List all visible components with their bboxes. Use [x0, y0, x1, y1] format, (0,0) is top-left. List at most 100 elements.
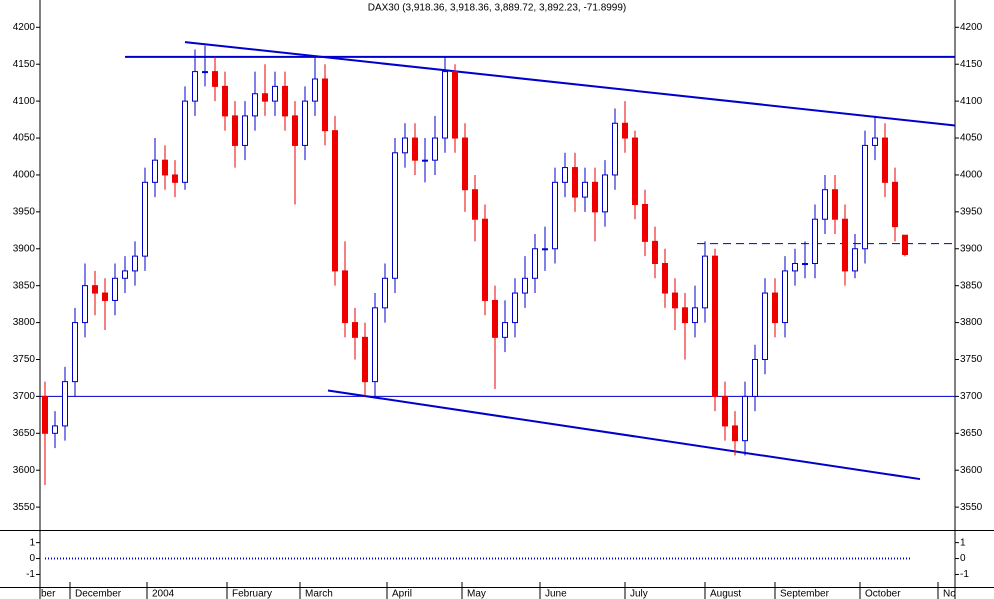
candle-body: [812, 218, 818, 265]
candle-body: [202, 71, 208, 74]
candle-body: [182, 100, 188, 183]
y-tick-label-right: 3700: [960, 391, 983, 402]
y-tick-label: 3750: [13, 354, 36, 365]
candle-body: [822, 189, 828, 220]
candle-body: [102, 292, 108, 301]
y-tick-label: 4050: [13, 133, 36, 144]
candle-body: [452, 71, 458, 139]
y-tick-label-right: 3850: [960, 280, 983, 291]
y-tick-label-right: 3950: [960, 206, 983, 217]
candle-body: [842, 218, 848, 272]
candle-body: [152, 159, 158, 183]
y2-tick-label-right: -1: [960, 569, 969, 580]
candle-body: [142, 181, 148, 257]
candle-body: [792, 263, 798, 272]
candle-body: [322, 78, 328, 132]
candle-body: [722, 395, 728, 427]
candle-body: [42, 395, 48, 434]
candle-body: [612, 122, 618, 176]
candle-body: [132, 255, 138, 272]
y-tick-label-right: 3600: [960, 465, 983, 476]
y-tick-label: 4100: [13, 96, 36, 107]
x-tick-label: 2004: [152, 589, 175, 599]
x-tick-label: February: [232, 589, 272, 599]
candle-body: [572, 167, 578, 198]
candle-body: [872, 137, 878, 146]
candle-body: [282, 85, 288, 117]
y2-tick-label-right: 0: [960, 553, 966, 564]
x-tick-label: April: [392, 589, 412, 599]
candle-body: [632, 137, 638, 205]
y-tick-label-right: 3550: [960, 502, 983, 513]
x-tick-label: October: [865, 589, 901, 599]
candle-body: [172, 174, 178, 183]
y2-tick-label: 1: [29, 537, 35, 548]
candle-body: [652, 240, 658, 265]
candle-body: [332, 130, 338, 272]
candle-body: [602, 174, 608, 213]
candle-body: [222, 85, 228, 117]
candle-body: [832, 189, 838, 220]
candle-body: [782, 270, 788, 324]
chart-title: DAX30 (3,918.36, 3,918.36, 3,889.72, 3,8…: [368, 3, 627, 14]
candle-body: [742, 395, 748, 442]
candle-body: [392, 152, 398, 279]
candle-body: [212, 71, 218, 87]
y2-tick-label: 0: [29, 553, 35, 564]
candle-body: [122, 270, 128, 279]
candle-body: [802, 263, 808, 266]
y2-tick-label: -1: [26, 569, 35, 580]
candle-body: [702, 255, 708, 309]
y-tick-label-right: 4000: [960, 170, 983, 181]
y-tick-label: 4000: [13, 170, 36, 181]
candle-body: [422, 159, 428, 162]
candle-body: [592, 181, 598, 213]
candle-body: [552, 181, 558, 250]
candle-body: [512, 292, 518, 324]
candle-body: [882, 137, 888, 183]
candle-body: [502, 322, 508, 338]
candle-body: [312, 78, 318, 102]
candle-body: [852, 248, 858, 272]
candle-body: [582, 181, 588, 198]
candle-body: [112, 277, 118, 301]
x-tick-label: December: [75, 589, 122, 599]
y-tick-label: 3700: [13, 391, 36, 402]
candle-body: [252, 93, 258, 117]
y-tick-label: 3650: [13, 428, 36, 439]
y2-tick-label-right: 1: [960, 537, 966, 548]
y-tick-label: 3800: [13, 317, 36, 328]
candle-body: [432, 137, 438, 161]
y-tick-label-right: 4200: [960, 22, 983, 33]
candle-body: [772, 292, 778, 324]
candle-body: [352, 322, 358, 338]
candle-body: [662, 263, 668, 294]
y-tick-label: 4150: [13, 59, 36, 70]
candle-body: [492, 299, 498, 338]
y-tick-label-right: 3650: [960, 428, 983, 439]
candle-body: [892, 181, 898, 228]
candle-body: [462, 137, 468, 191]
x-tick-label: August: [710, 589, 741, 599]
y-tick-label-right: 3900: [960, 243, 983, 254]
y-tick-label: 3550: [13, 502, 36, 513]
candle-body: [482, 218, 488, 301]
candle-body: [762, 292, 768, 360]
candle-body: [82, 285, 88, 324]
candle-body: [272, 85, 278, 102]
x-tick-label: ber: [41, 589, 56, 599]
y-tick-label: 3600: [13, 465, 36, 476]
candle-body: [672, 292, 678, 309]
candle-body: [302, 100, 308, 146]
candle-body: [382, 277, 388, 309]
x-tick-label: September: [780, 589, 830, 599]
y-tick-label: 3950: [13, 206, 36, 217]
candle-body: [522, 277, 528, 294]
y-tick-label-right: 4050: [960, 133, 983, 144]
candle-body: [442, 71, 448, 139]
candle-body: [232, 115, 238, 146]
candle-body: [292, 115, 298, 146]
